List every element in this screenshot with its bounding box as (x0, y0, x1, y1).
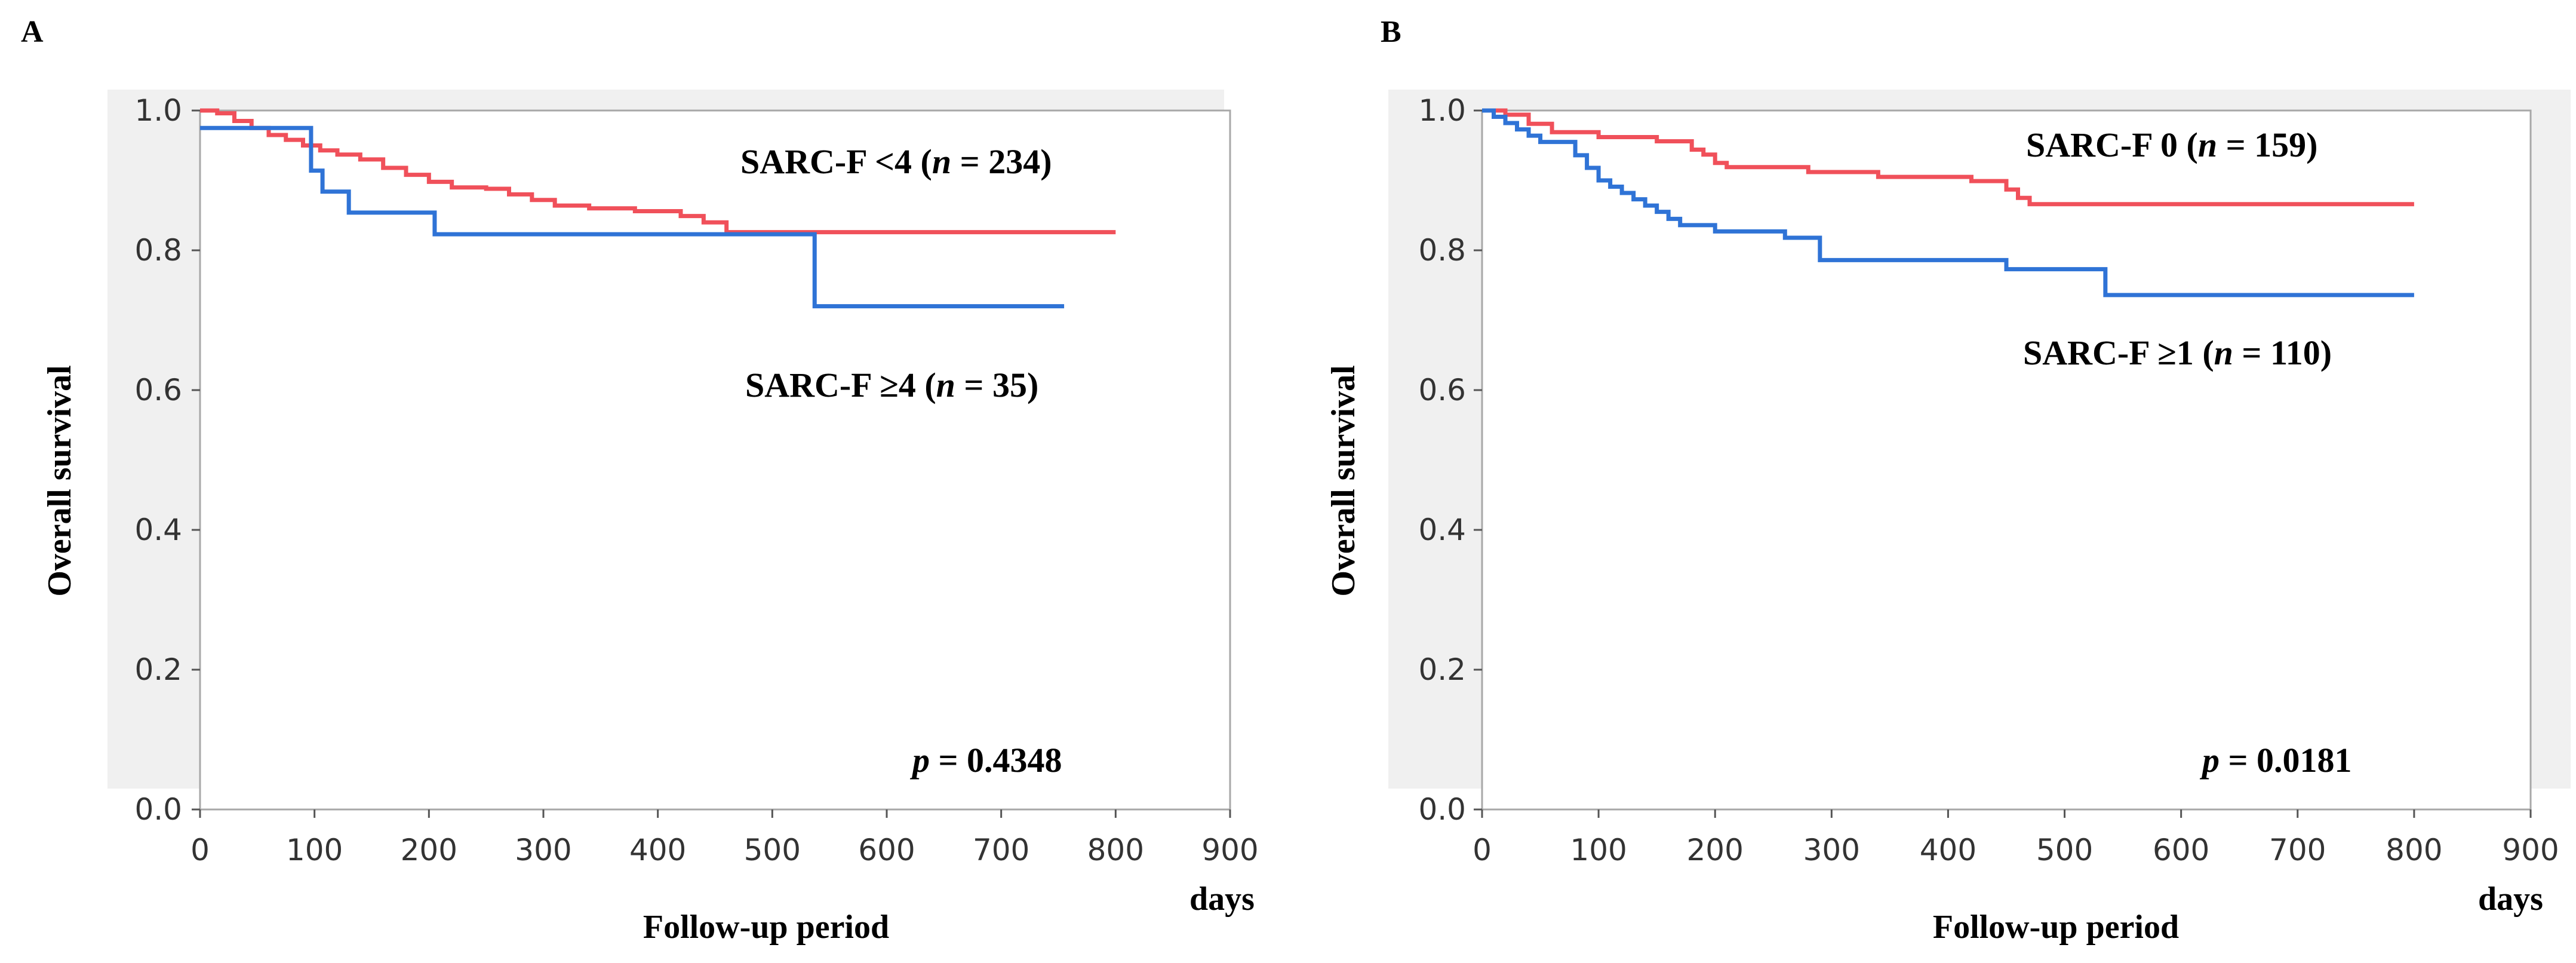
x-tick-label: 100 (1570, 833, 1627, 867)
legend-suffix: = 35) (955, 366, 1038, 404)
plot-area (1481, 109, 2532, 811)
legend-prefix: SARC-F <4 ( (740, 142, 932, 181)
km-curve-red (1482, 108, 2414, 207)
panel-label: A (21, 15, 44, 49)
x-tick-label: 200 (401, 833, 457, 867)
y-tick-label: 0.4 (1418, 513, 1466, 547)
legend-n: n (932, 142, 951, 181)
x-tick-label: 500 (744, 833, 801, 867)
y-tick-label: 1.0 (134, 93, 182, 128)
x-axis-label: Follow-up period (1933, 909, 2179, 946)
legend-suffix: = 159) (2217, 125, 2317, 164)
x-tick-label: 600 (858, 833, 915, 867)
p-value-annotation: p = 0.4348 (909, 741, 1062, 780)
x-tick-label: 0 (1473, 833, 1492, 867)
x-tick-label: 600 (2153, 833, 2209, 867)
y-tick-label: 0.2 (134, 652, 182, 687)
x-tick-label: 700 (2269, 833, 2326, 867)
y-tick-label: 0.0 (1418, 792, 1466, 827)
x-tick-label: 900 (2502, 833, 2559, 867)
y-axis-label: Overall survival (41, 365, 78, 596)
legend-n: n (936, 366, 955, 404)
x-tick-label: 0 (190, 833, 210, 867)
x-tick-label: 900 (1201, 833, 1258, 867)
legend-entry: SARC-F <4 (n = 234) (740, 142, 1052, 181)
y-tick-label: 0.8 (1418, 233, 1466, 268)
y-tick-label: 0.8 (134, 233, 182, 268)
y-tick-label: 0.6 (134, 373, 182, 407)
y-tick-label: 1.0 (1418, 93, 1466, 128)
km-panel-b: B 0.0 0.2 0.4 0.6 0.8 1.0 0 100 200 300 400 500 600 70… (1325, 15, 2571, 946)
p-value: = 0.0181 (2220, 741, 2352, 780)
y-axis-label: Overall survival (1325, 365, 1362, 596)
x-tick-label: 400 (1920, 833, 1976, 867)
legend-entry: SARC-F 0 (n = 159) (2026, 125, 2317, 164)
x-axis-label: Follow-up period (643, 909, 889, 946)
p-symbol: p (2199, 741, 2220, 780)
panel-label: B (1381, 15, 1401, 49)
legend-entry: SARC-F ≥1 (n = 110) (2023, 333, 2332, 372)
plot-area (199, 109, 1231, 811)
x-axis-unit: days (2478, 881, 2543, 918)
legend-suffix: = 110) (2233, 333, 2332, 372)
legend-n: n (2214, 333, 2233, 372)
km-panel-a: A 0.0 0.2 0.4 0.6 0.8 1.0 0 100 200 300 400 500 600 70… (21, 15, 1259, 946)
legend-suffix: = 234) (951, 142, 1052, 181)
p-symbol: p (909, 741, 930, 780)
km-curve-blue (1482, 108, 2414, 298)
x-tick-label: 300 (1803, 833, 1860, 867)
km-curve-red (200, 108, 1116, 235)
legend-entry: SARC-F ≥4 (n = 35) (745, 366, 1038, 404)
y-tick-label: 0.0 (134, 792, 182, 827)
legend-prefix: SARC-F ≥4 ( (745, 366, 936, 404)
y-tick-label: 0.6 (1418, 373, 1466, 407)
km-curve-blue (200, 125, 1065, 309)
x-tick-label: 500 (2036, 833, 2093, 867)
legend-prefix: SARC-F 0 ( (2026, 125, 2198, 164)
x-tick-label: 800 (1087, 833, 1144, 867)
x-tick-label: 200 (1687, 833, 1744, 867)
x-tick-label: 400 (629, 833, 686, 867)
p-value-annotation: p = 0.0181 (2199, 741, 2352, 780)
y-tick-label: 0.4 (134, 513, 182, 547)
x-tick-label: 800 (2386, 833, 2442, 867)
x-tick-label: 300 (515, 833, 571, 867)
x-tick-label: 700 (973, 833, 1029, 867)
y-tick-label: 0.2 (1418, 652, 1466, 687)
x-axis-unit: days (1189, 881, 1255, 918)
x-tick-label: 100 (286, 833, 343, 867)
p-value: = 0.4348 (930, 741, 1062, 780)
legend-n: n (2198, 125, 2217, 164)
legend-prefix: SARC-F ≥1 ( (2023, 333, 2214, 372)
